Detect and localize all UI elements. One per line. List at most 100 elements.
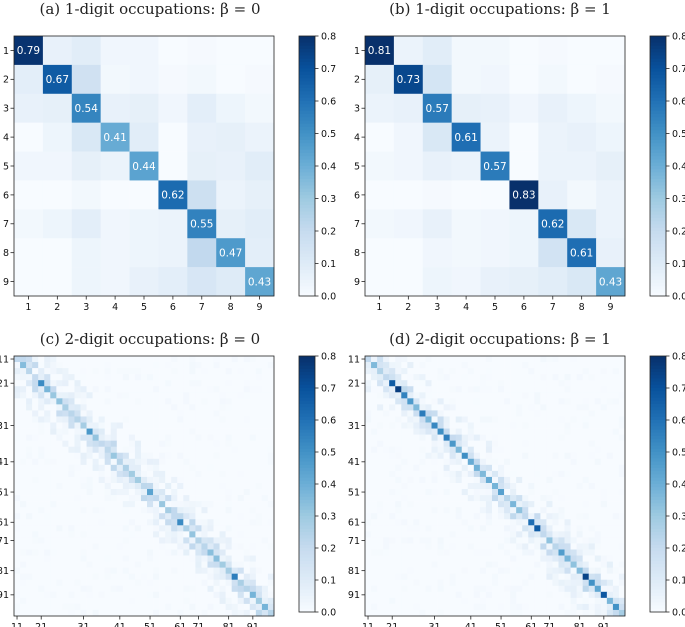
heatmap-cell — [231, 537, 239, 544]
heatmap-cell — [261, 519, 269, 526]
colorbar-b: 0.00.10.20.30.40.50.60.70.8 — [649, 31, 685, 302]
heatmap-cell — [419, 603, 426, 611]
heatmap-cell — [594, 519, 602, 526]
colorbar-segment — [650, 263, 666, 268]
heatmap-cell — [504, 386, 511, 393]
heatmap-cell — [261, 609, 269, 617]
colorbar-segment — [650, 532, 666, 536]
heatmap-cell — [461, 513, 469, 520]
heatmap-cell — [44, 374, 51, 381]
colorbar-segment — [299, 49, 315, 53]
colorbar-segment — [650, 133, 666, 138]
heatmap-cell — [207, 495, 214, 502]
heatmap-cell — [401, 525, 408, 532]
colorbar-segment — [299, 221, 315, 225]
heatmap-cell — [480, 93, 510, 123]
colorbar-segment — [650, 253, 666, 258]
heatmap-cell — [437, 609, 444, 617]
heatmap-cell — [249, 374, 257, 381]
heatmap-cell — [365, 410, 372, 417]
colorbar-segment — [650, 231, 666, 235]
heatmap-cell — [153, 428, 160, 435]
heatmap-cell — [26, 428, 33, 435]
heatmap-cell — [582, 404, 590, 411]
heatmap-cell — [68, 416, 75, 423]
heatmap-cell — [32, 549, 39, 556]
y-tick-label: 31 — [348, 421, 360, 432]
heatmap-cell — [419, 507, 426, 514]
heatmap-cell — [594, 531, 602, 538]
heatmap-cell — [195, 597, 202, 605]
heatmap-cell — [467, 555, 475, 562]
heatmap-cell — [558, 609, 565, 617]
heatmap-cell — [510, 440, 517, 447]
heatmap-cell — [570, 398, 577, 405]
heatmap-cell — [231, 356, 239, 363]
heatmap-cell — [189, 362, 196, 369]
heatmap-cell — [237, 374, 245, 381]
heatmap-cell — [56, 386, 63, 393]
heatmap-cell — [44, 519, 51, 526]
heatmap-cell — [50, 416, 57, 423]
heatmap-cell — [546, 519, 553, 526]
heatmap-cell — [68, 428, 75, 435]
heatmap-cell — [171, 368, 178, 375]
colorbar-segment — [650, 104, 666, 108]
colorbar-segment — [650, 516, 666, 520]
heatmap-cell — [365, 489, 372, 496]
colorbar-segment — [299, 596, 315, 600]
heatmap-cell — [134, 579, 142, 587]
colorbar-segment — [650, 432, 666, 437]
colorbar-a: 0.00.10.20.30.40.50.60.70.8 — [298, 31, 336, 302]
heatmap-cell — [110, 416, 118, 423]
heatmap-cell — [207, 543, 214, 550]
heatmap-cell — [534, 489, 541, 496]
heatmap-cell — [129, 64, 159, 95]
heatmap-cell — [558, 416, 565, 423]
heatmap-cell — [419, 573, 426, 581]
heatmap-cell — [62, 495, 69, 502]
heatmap-cell — [68, 573, 75, 581]
colorbar-segment — [299, 448, 315, 453]
heatmap-cell — [201, 434, 208, 441]
heatmap-cell — [231, 549, 239, 556]
heatmap-cell — [546, 561, 553, 568]
heatmap-cell — [122, 398, 130, 405]
heatmap-cell — [207, 555, 214, 562]
heatmap-cell — [68, 380, 75, 387]
heatmap-cell — [552, 489, 559, 496]
heatmap-cell — [153, 434, 160, 441]
diagonal-value-label: 0.55 — [190, 219, 213, 231]
heatmap-cell — [110, 579, 118, 587]
heatmap-cell — [153, 392, 160, 399]
heatmap-cell — [213, 428, 220, 435]
x-tick-label: 7 — [550, 302, 556, 313]
heatmap-cell — [255, 579, 263, 587]
heatmap-cell — [207, 603, 214, 611]
heatmap-cell — [422, 209, 452, 239]
heatmap-cell — [122, 446, 130, 454]
heatmap-cell — [582, 579, 590, 587]
heatmap-cell — [407, 531, 414, 538]
heatmap-cell — [455, 458, 463, 466]
heatmap-cell — [538, 122, 568, 152]
heatmap-cell — [128, 531, 136, 538]
heatmap-cell — [546, 482, 553, 490]
colorbar-segment — [299, 84, 315, 89]
colorbar-segment — [650, 140, 666, 144]
heatmap-cell — [50, 513, 57, 520]
heatmap-cell — [42, 209, 73, 239]
heatmap-cell — [267, 525, 275, 532]
heatmap-cell — [540, 368, 547, 375]
heatmap-cell — [74, 434, 81, 441]
heatmap-cell — [14, 93, 44, 123]
heatmap-cell — [80, 531, 87, 538]
heatmap-cell — [449, 567, 456, 574]
heatmap-cell — [213, 404, 220, 411]
heatmap-cell — [261, 495, 269, 502]
heatmap-cell — [377, 356, 384, 363]
heatmap-cell — [522, 380, 529, 387]
heatmap-cell — [183, 579, 190, 587]
heatmap-cell — [443, 422, 450, 429]
heatmap-cell — [419, 513, 426, 520]
